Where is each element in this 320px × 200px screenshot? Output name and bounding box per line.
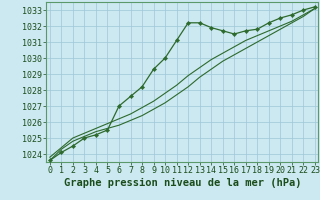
X-axis label: Graphe pression niveau de la mer (hPa): Graphe pression niveau de la mer (hPa) xyxy=(64,178,301,188)
